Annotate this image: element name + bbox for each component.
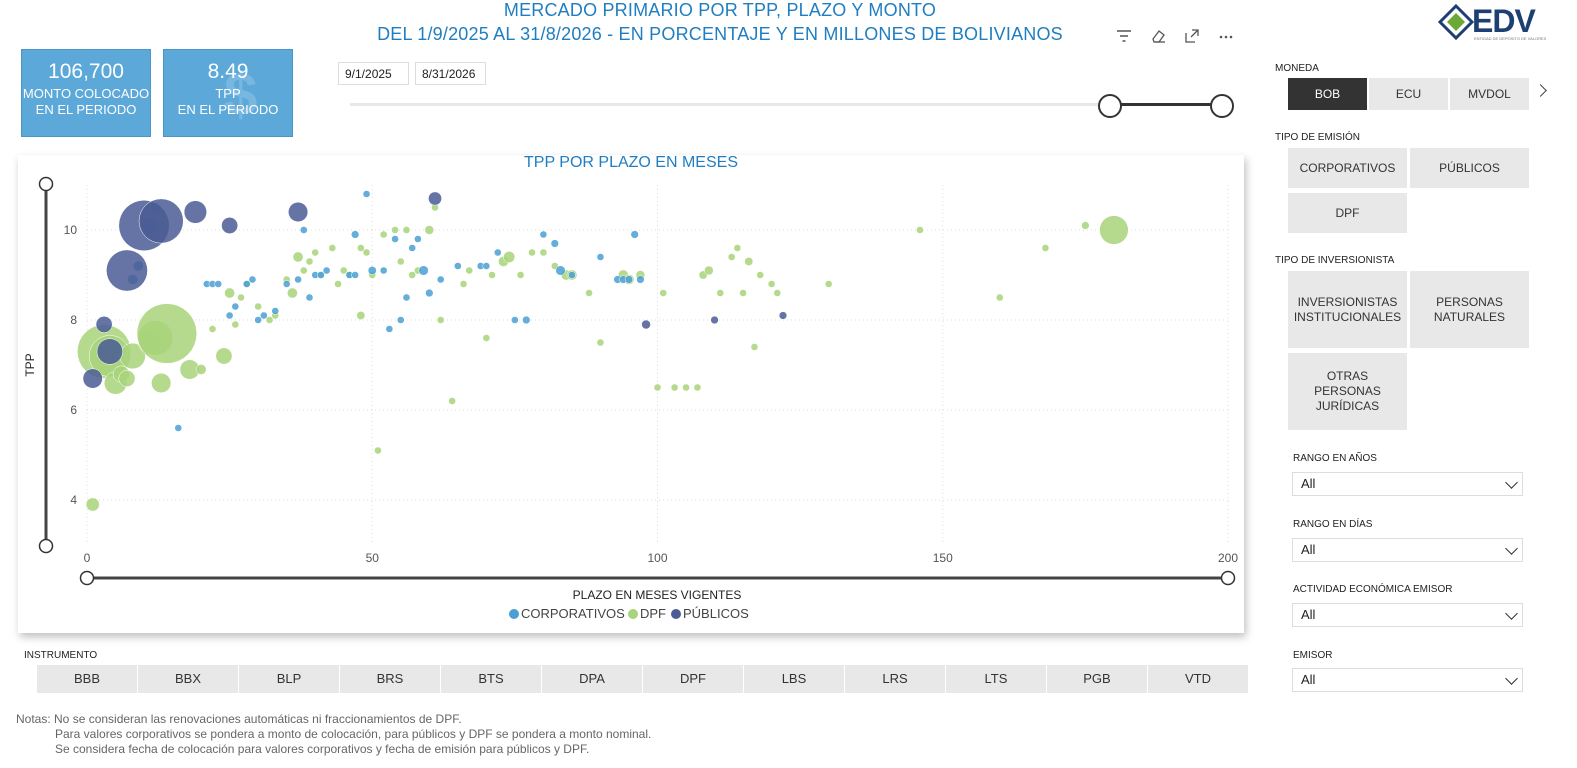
kpi-monto-value: 106,700 — [48, 60, 124, 83]
dollar-icon: $ — [224, 61, 258, 128]
emisor-value: All — [1301, 672, 1316, 687]
emision-publicos[interactable]: PÚBLICOS — [1410, 148, 1529, 188]
chevron-down-icon — [1505, 476, 1518, 489]
eraser-icon[interactable] — [1150, 28, 1166, 49]
expand-icon[interactable] — [1184, 28, 1200, 49]
instrumento-blp[interactable]: BLP — [239, 665, 339, 693]
date-end-input[interactable]: 8/31/2026 — [415, 62, 486, 85]
moneda-bob[interactable]: BOB — [1288, 78, 1367, 110]
inversionista-naturales-l2: NATURALES — [1433, 309, 1506, 324]
kpi-tpp-label-1: TPP — [215, 86, 241, 101]
more-icon[interactable] — [1218, 28, 1234, 49]
inversionista-juridicas[interactable]: OTRAS PERSONAS JURÍDICAS — [1288, 353, 1407, 430]
logo-subtitle: ENTIDAD DE DEPÓSITO DE VALORES — [1474, 36, 1547, 41]
date-start-input[interactable]: 9/1/2025 — [338, 62, 409, 85]
emisor-label: EMISOR — [1293, 650, 1333, 661]
report-title-line2: DEL 1/9/2025 AL 31/8/2026 - EN PORCENTAJ… — [377, 24, 1063, 44]
instrumento-lts[interactable]: LTS — [946, 665, 1046, 693]
moneda-mvdol[interactable]: MVDOL — [1450, 78, 1529, 110]
instrumento-dpf[interactable]: DPF — [643, 665, 743, 693]
kpi-tpp-value: 8.49 — [207, 60, 249, 83]
kpi-tpp-label-2: EN EL PERIODO — [177, 102, 279, 117]
kpi-monto-label-1: MONTO COLOCADO — [22, 86, 150, 101]
emision-dpf[interactable]: DPF — [1288, 193, 1407, 233]
date-slider-end-handle[interactable] — [1210, 94, 1234, 118]
instrumento-bts[interactable]: BTS — [441, 665, 541, 693]
rango-dias-label: RANGO EN DÍAS — [1293, 519, 1373, 530]
inversionista-institucionales-l1: INVERSIONISTAS — [1297, 294, 1398, 309]
date-slider-start-handle[interactable] — [1098, 94, 1122, 118]
instrumento-dpa[interactable]: DPA — [542, 665, 642, 693]
note-line-2: Para valores corporativos se pondera a m… — [55, 727, 652, 741]
rango-dias-dropdown[interactable]: All — [1292, 538, 1523, 562]
instrumento-pgb[interactable]: PGB — [1047, 665, 1147, 693]
chart-card — [18, 155, 1244, 633]
inversionista-institucionales[interactable]: INVERSIONISTAS INSTITUCIONALES — [1288, 271, 1407, 348]
inversionista-juridicas-l3: JURÍDICAS — [1315, 399, 1380, 413]
inversionista-naturales[interactable]: PERSONAS NATURALES — [1410, 271, 1529, 348]
instrumento-vtd[interactable]: VTD — [1148, 665, 1248, 693]
chevron-down-icon — [1505, 607, 1518, 620]
instrumento-bbb[interactable]: BBB — [37, 665, 137, 693]
logo-text: EDV — [1472, 3, 1536, 39]
inversionista-naturales-l1: PERSONAS — [1436, 294, 1503, 309]
notes: Notas: No se consideran las renovaciones… — [16, 712, 651, 757]
actividad-label: ACTIVIDAD ECONÓMICA EMISOR — [1293, 584, 1453, 595]
chevron-down-icon — [1505, 672, 1518, 685]
rango-anios-dropdown[interactable]: All — [1292, 472, 1523, 496]
chevron-down-icon — [1505, 542, 1518, 555]
chart-title: TPP POR PLAZO EN MESES — [524, 154, 738, 171]
emisor-dropdown[interactable]: All — [1292, 668, 1523, 692]
tipo-emision-label: TIPO DE EMISIÓN — [1275, 132, 1361, 143]
moneda-ecu[interactable]: ECU — [1369, 78, 1448, 110]
date-slider-range — [1110, 103, 1222, 106]
instrumento-brs[interactable]: BRS — [340, 665, 440, 693]
rango-dias-value: All — [1301, 542, 1316, 557]
emision-corporativos[interactable]: CORPORATIVOS — [1288, 148, 1407, 188]
instrumento-label: INSTRUMENTO — [24, 650, 98, 661]
rango-anios-label: RANGO EN AÑOS — [1293, 453, 1377, 464]
actividad-value: All — [1301, 607, 1316, 622]
moneda-label: MONEDA — [1275, 63, 1319, 74]
date-slider-track[interactable] — [350, 103, 1222, 106]
instrumento-lrs[interactable]: LRS — [845, 665, 945, 693]
kpi-monto-colocado: 106,700 MONTO COLOCADO EN EL PERIODO — [21, 49, 151, 137]
inversionista-institucionales-l2: INSTITUCIONALES — [1293, 309, 1402, 324]
report-title-line1: MERCADO PRIMARIO POR TPP, PLAZO Y MONTO — [503, 0, 937, 20]
note-line-1: Notas: No se consideran las renovaciones… — [16, 712, 462, 726]
inversionista-juridicas-l2: PERSONAS — [1314, 384, 1381, 398]
tipo-inversionista-label: TIPO DE INVERSIONISTA — [1275, 255, 1395, 266]
actividad-dropdown[interactable]: All — [1292, 603, 1523, 627]
visual-header-icons — [1116, 28, 1234, 49]
instrumento-bbx[interactable]: BBX — [138, 665, 238, 693]
note-line-3: Se considera fecha de colocación para va… — [55, 742, 590, 756]
filter-icon[interactable] — [1116, 28, 1132, 49]
instrumento-lbs[interactable]: LBS — [744, 665, 844, 693]
kpi-tpp: $ 8.49 TPP EN EL PERIODO — [163, 49, 293, 137]
kpi-monto-label-2: EN EL PERIODO — [35, 102, 137, 117]
edv-logo — [1438, 4, 1542, 42]
rango-anios-value: All — [1301, 476, 1316, 491]
chevron-right-icon[interactable] — [1534, 84, 1547, 97]
inversionista-juridicas-l1: OTRAS — [1326, 369, 1369, 383]
